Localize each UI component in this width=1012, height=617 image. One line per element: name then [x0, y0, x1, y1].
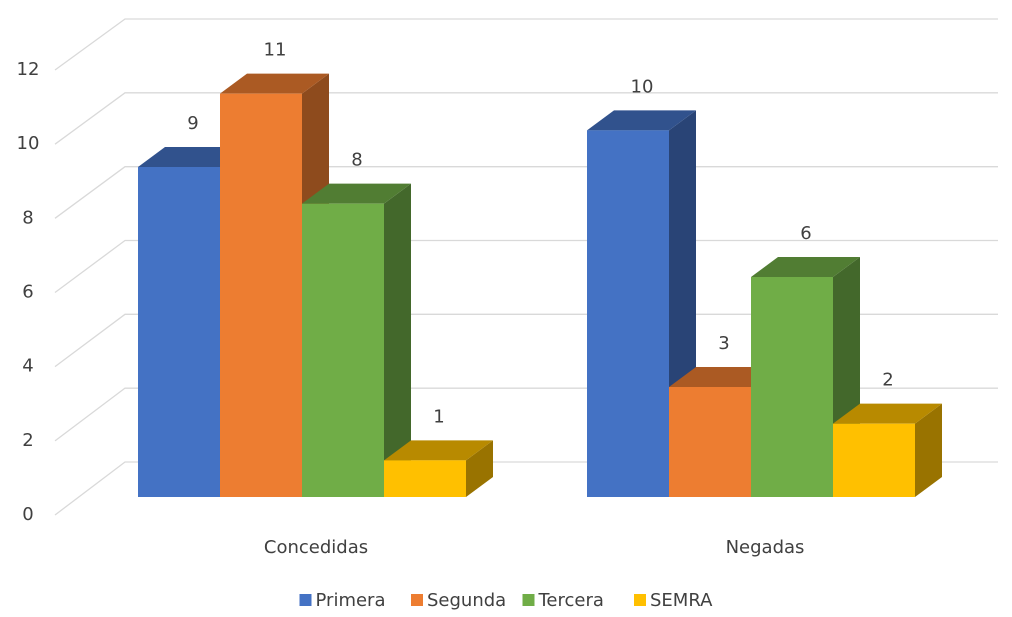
- bar-top: [833, 403, 942, 424]
- bar-top: [384, 440, 493, 461]
- legend-swatch: [522, 594, 535, 606]
- y-tick-label: 4: [22, 356, 33, 377]
- data-label: 8: [351, 150, 362, 171]
- data-label: 10: [631, 76, 654, 97]
- y-tick-label: 0: [22, 504, 33, 525]
- grid-line: [54, 166, 998, 219]
- legend-label: Tercera: [538, 590, 604, 611]
- bar: [751, 277, 833, 497]
- bar-top: [220, 73, 329, 94]
- data-label: 1: [433, 406, 444, 427]
- bar-top: [669, 367, 778, 387]
- legend-label: SEMRA: [650, 590, 713, 611]
- data-label: 9: [187, 113, 198, 134]
- grid-line: [54, 239, 998, 294]
- bar: [833, 423, 915, 497]
- bar-top: [587, 110, 696, 131]
- legend-label: Segunda: [427, 590, 506, 611]
- bar: [587, 130, 669, 498]
- bar-side: [466, 440, 493, 497]
- bar-side: [915, 403, 942, 497]
- data-label: 3: [718, 333, 729, 354]
- grid-line: [54, 313, 998, 368]
- bar: [138, 167, 220, 497]
- grid-line: [54, 92, 998, 145]
- legend-label: Primera: [316, 590, 386, 611]
- bar-side: [384, 183, 411, 497]
- grid-line: [54, 18, 998, 71]
- bar: [302, 203, 384, 497]
- bar: [669, 387, 751, 497]
- y-tick-label: 8: [22, 207, 33, 228]
- y-tick-label: 6: [22, 282, 33, 303]
- x-tick-label: Negadas: [726, 537, 805, 558]
- y-tick-label: 2: [22, 430, 33, 451]
- bar-top: [751, 257, 860, 277]
- bar-top: [302, 183, 411, 204]
- data-label: 11: [264, 40, 287, 61]
- y-tick-label: 10: [17, 133, 40, 154]
- data-label: 6: [800, 223, 811, 244]
- bar: [384, 460, 466, 497]
- legend-swatch: [634, 594, 646, 606]
- data-label: 2: [882, 370, 893, 391]
- y-tick-label: 12: [17, 59, 40, 80]
- bar-top: [138, 147, 247, 167]
- legend-swatch: [411, 594, 423, 606]
- x-tick-label: Concedidas: [264, 537, 368, 558]
- bar: [220, 93, 302, 498]
- legend-swatch: [299, 594, 312, 606]
